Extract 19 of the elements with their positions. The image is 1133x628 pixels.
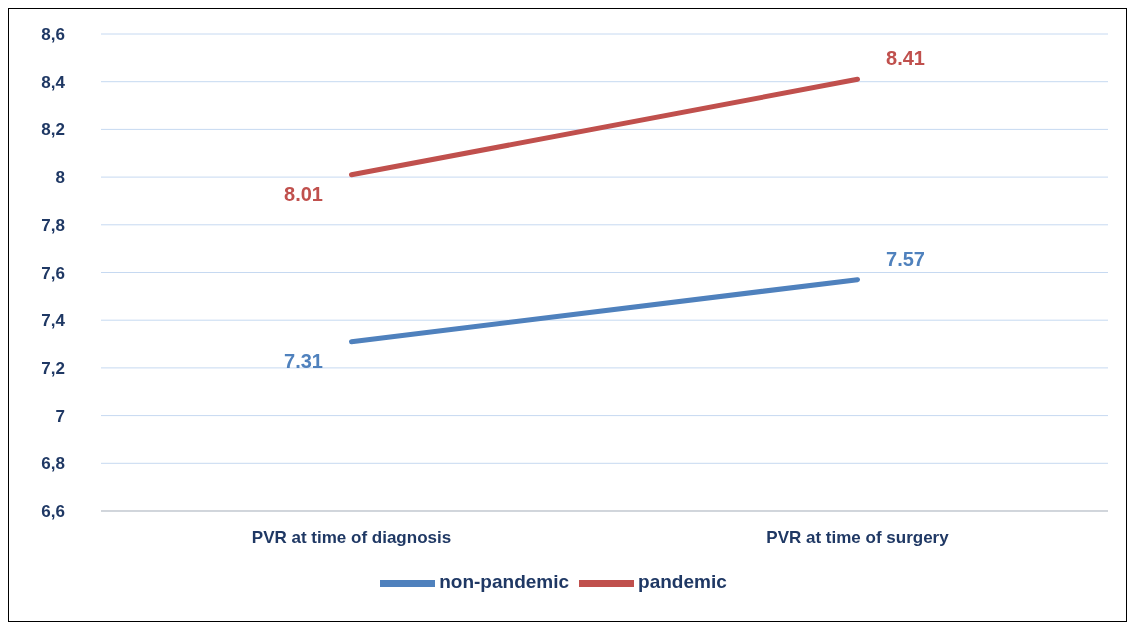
x-tick-label: PVR at time of diagnosis <box>251 528 452 548</box>
legend-label: non-pandemic <box>439 570 570 592</box>
y-tick-label: 8 <box>55 168 65 188</box>
y-tick-label: 8,4 <box>41 72 66 92</box>
legend-label: pandemic <box>638 570 727 592</box>
data-label: 8.41 <box>886 47 925 70</box>
y-tick-label: 8,2 <box>41 120 65 140</box>
y-tick-label: 7,6 <box>41 263 65 283</box>
y-tick-label: 7,8 <box>41 215 65 235</box>
y-tick-label: 7 <box>55 406 65 426</box>
y-tick-label: 6,8 <box>41 454 65 474</box>
y-tick-label: 8,6 <box>41 25 65 45</box>
y-tick-label: 7,2 <box>41 358 65 378</box>
y-tick-label: 6,6 <box>41 502 65 522</box>
data-label: 7.31 <box>284 349 323 372</box>
data-label: 8.01 <box>284 182 323 205</box>
y-tick-label: 7,4 <box>41 311 66 331</box>
data-label: 7.57 <box>886 247 925 270</box>
x-tick-label: PVR at time of surgery <box>766 528 950 548</box>
